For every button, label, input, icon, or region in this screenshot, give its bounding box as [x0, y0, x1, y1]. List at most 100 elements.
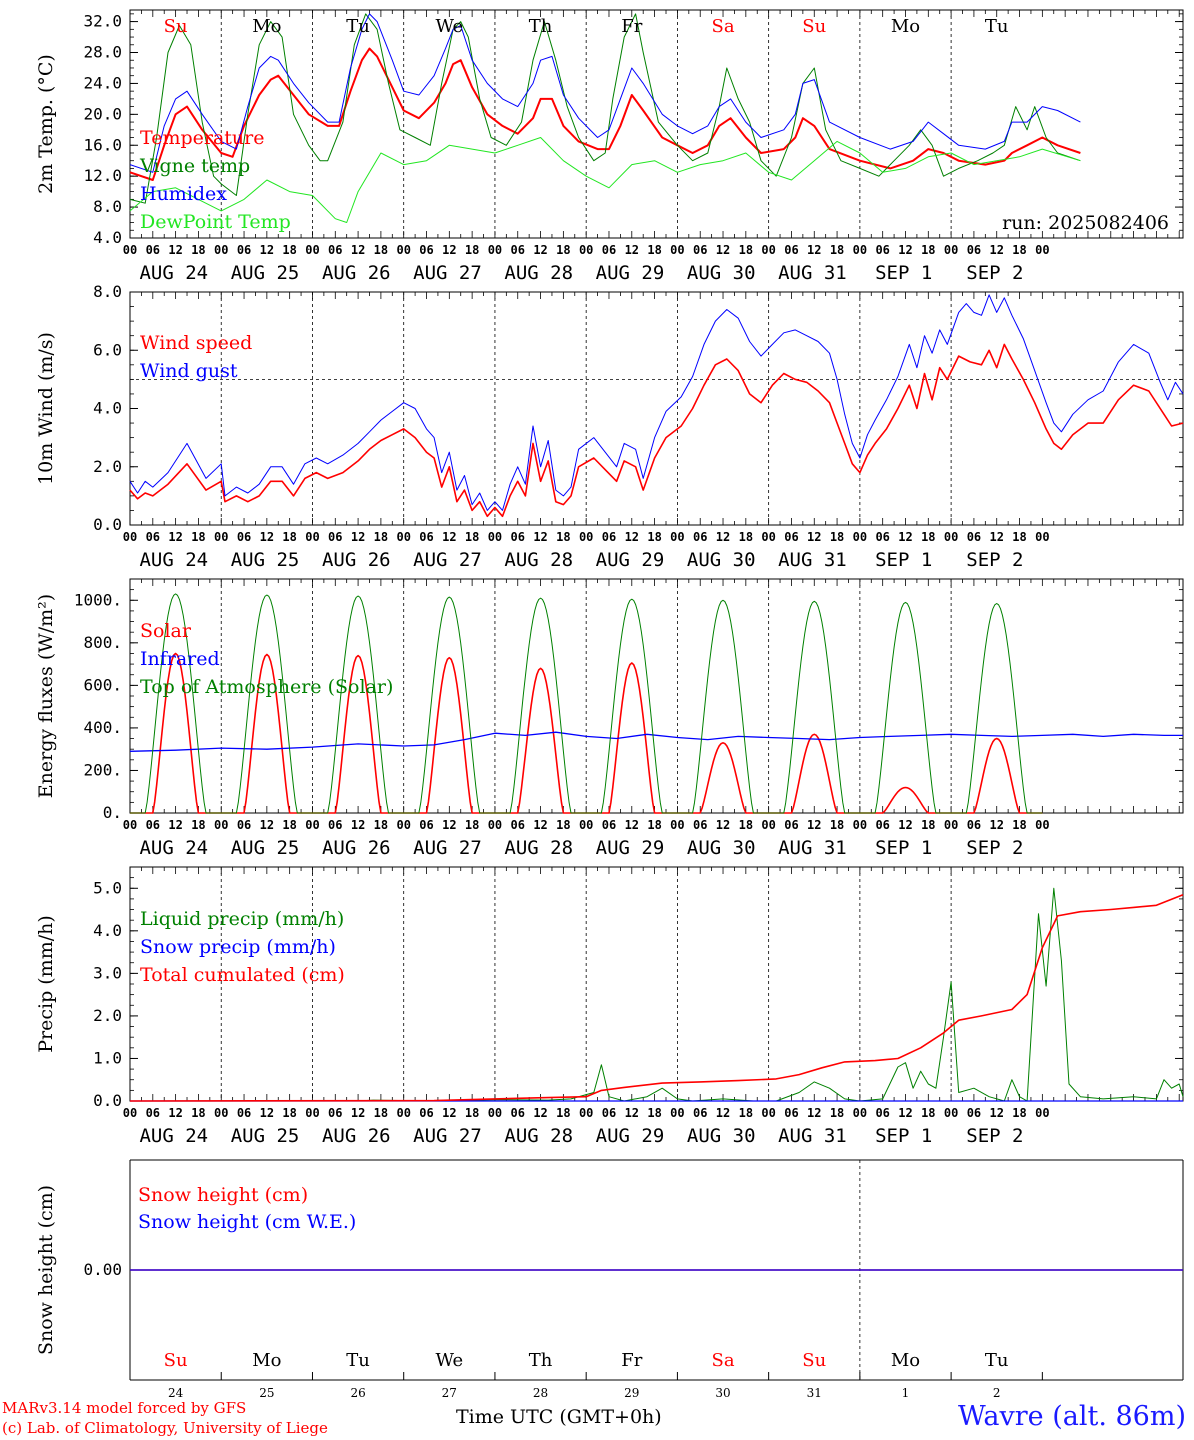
- date-label: AUG 27: [413, 549, 482, 571]
- series-infrared: [129, 731, 1183, 752]
- series-wind-gust: [129, 294, 1184, 511]
- hour-tick-label: 00: [214, 243, 228, 257]
- hour-tick-label: 00: [396, 818, 410, 832]
- hour-tick-label: 00: [1035, 818, 1049, 832]
- date-label: AUG 25: [231, 549, 300, 571]
- hour-tick-label: 18: [1012, 818, 1026, 832]
- y-tick-label: 1.0: [93, 1048, 122, 1067]
- hour-tick-label: 06: [693, 818, 707, 832]
- footer-model: MARv3.14 model forced by GFS: [2, 1399, 247, 1417]
- hour-tick-label: 06: [967, 243, 981, 257]
- weekday-label: We: [435, 1350, 463, 1371]
- hour-tick-label: 00: [488, 530, 502, 544]
- weekday-label: Fr: [621, 1350, 642, 1371]
- y-tick-label: 5.0: [93, 878, 122, 897]
- hour-tick-label: 18: [374, 243, 388, 257]
- hour-tick-label: 00: [944, 530, 958, 544]
- hour-tick-label: 18: [739, 243, 753, 257]
- hour-tick-label: 18: [191, 818, 205, 832]
- hour-tick-label: 18: [647, 530, 661, 544]
- hour-tick-label: 00: [488, 1106, 502, 1120]
- hour-tick-label: 06: [146, 243, 160, 257]
- hour-tick-label: 12: [533, 243, 547, 257]
- y-tick-label: 400.: [83, 718, 122, 737]
- date-label: SEP 1: [875, 549, 932, 571]
- hour-tick-label: 06: [419, 530, 433, 544]
- date-label: AUG 27: [413, 837, 482, 859]
- hour-tick-label: 06: [967, 818, 981, 832]
- hour-tick-label: 06: [602, 530, 616, 544]
- hour-tick-label: 06: [875, 1106, 889, 1120]
- hour-tick-label: 18: [465, 530, 479, 544]
- y-tick-label: 12.0: [83, 166, 122, 185]
- hour-tick-label: 12: [898, 818, 912, 832]
- date-label: AUG 25: [231, 837, 300, 859]
- hour-tick-label: 18: [921, 818, 935, 832]
- hour-tick-label: 00: [123, 818, 137, 832]
- weekday-label: Mo: [891, 1350, 920, 1371]
- hour-tick-label: 18: [921, 1106, 935, 1120]
- date-label: AUG 28: [504, 837, 573, 859]
- hour-tick-label: 18: [739, 818, 753, 832]
- hour-tick-label: 00: [853, 1106, 867, 1120]
- day-number: 30: [715, 1386, 730, 1400]
- hour-tick-label: 06: [875, 818, 889, 832]
- day-number: 2: [993, 1386, 1001, 1400]
- hour-tick-label: 18: [1012, 243, 1026, 257]
- hour-tick-label: 00: [123, 530, 137, 544]
- hour-tick-label: 12: [533, 818, 547, 832]
- hour-tick-label: 06: [693, 1106, 707, 1120]
- y-tick-label: 8.0: [93, 282, 122, 301]
- run-label: run: 2025082406: [1002, 212, 1169, 234]
- y-tick-label: 6.0: [93, 340, 122, 359]
- y-tick-label: 20.0: [83, 104, 122, 123]
- date-label: SEP 2: [966, 262, 1023, 284]
- hour-tick-label: 06: [419, 243, 433, 257]
- hour-tick-label: 12: [533, 530, 547, 544]
- hour-tick-label: 18: [830, 818, 844, 832]
- date-label: AUG 31: [778, 549, 847, 571]
- hour-tick-label: 18: [282, 243, 296, 257]
- legend-humidex: Humidex: [140, 183, 227, 205]
- hour-tick-label: 18: [830, 243, 844, 257]
- y-tick-label: 3.0: [93, 963, 122, 982]
- hour-tick-label: 06: [693, 530, 707, 544]
- hour-tick-label: 12: [990, 530, 1004, 544]
- hour-tick-label: 18: [465, 1106, 479, 1120]
- day-number: 29: [624, 1386, 639, 1400]
- hour-tick-label: 00: [396, 1106, 410, 1120]
- series-top-of-atmosphere-solar-: [130, 593, 1043, 814]
- hour-tick-label: 18: [191, 530, 205, 544]
- hour-tick-label: 12: [442, 1106, 456, 1120]
- weekday-label: Mo: [252, 16, 281, 37]
- hour-tick-label: 00: [670, 243, 684, 257]
- y-tick-label: 600.: [83, 675, 122, 694]
- hour-tick-label: 06: [237, 530, 251, 544]
- date-label: AUG 24: [139, 262, 208, 284]
- hour-tick-label: 06: [511, 530, 525, 544]
- hour-tick-label: 18: [739, 1106, 753, 1120]
- hour-tick-label: 06: [146, 1106, 160, 1120]
- weekday-label: Fr: [621, 16, 642, 37]
- hour-tick-label: 12: [807, 530, 821, 544]
- hour-tick-label: 18: [921, 530, 935, 544]
- y-tick-label: 0.: [103, 803, 122, 822]
- hour-tick-label: 00: [214, 530, 228, 544]
- hour-tick-label: 00: [579, 530, 593, 544]
- hour-tick-label: 00: [579, 818, 593, 832]
- hour-tick-label: 06: [511, 818, 525, 832]
- hour-tick-label: 06: [602, 818, 616, 832]
- hour-tick-label: 00: [944, 243, 958, 257]
- y-tick-label: 4.0: [93, 399, 122, 418]
- hour-tick-label: 18: [647, 243, 661, 257]
- hour-tick-label: 18: [282, 1106, 296, 1120]
- hour-tick-label: 12: [716, 243, 730, 257]
- hour-tick-label: 12: [351, 530, 365, 544]
- date-label: AUG 30: [687, 1125, 756, 1147]
- date-label: SEP 2: [966, 837, 1023, 859]
- hour-tick-label: 12: [260, 243, 274, 257]
- hour-tick-label: 12: [168, 243, 182, 257]
- hour-tick-label: 18: [1012, 1106, 1026, 1120]
- hour-tick-label: 06: [419, 818, 433, 832]
- day-number: 26: [350, 1386, 365, 1400]
